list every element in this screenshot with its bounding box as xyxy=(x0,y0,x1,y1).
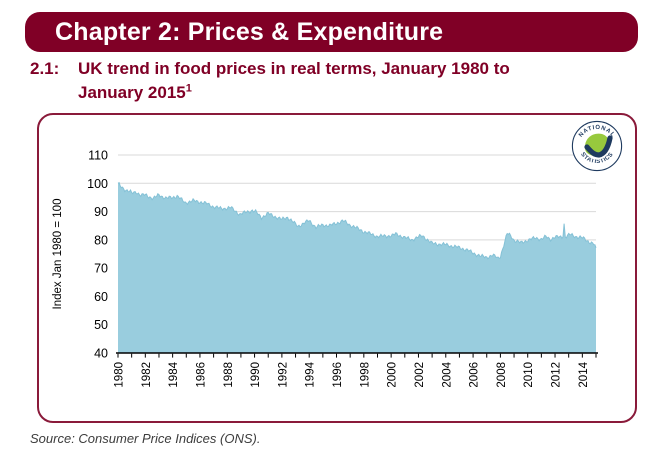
x-tick-label-1990: 1990 xyxy=(250,362,262,388)
x-tick-label-1984: 1984 xyxy=(168,361,180,387)
footnote-marker: 1 xyxy=(185,82,192,95)
area-top-edge xyxy=(117,181,597,260)
x-tick-label-2012: 2012 xyxy=(551,362,563,388)
y-tick-label-50: 50 xyxy=(94,318,108,332)
y-axis-title: Index Jan 1980 = 100 xyxy=(52,199,64,310)
y-tick-label-60: 60 xyxy=(94,290,108,304)
chart-panel: 1980 1982 1984 1986 1988 1990 1992 1994 1996 1998… xyxy=(37,113,637,423)
y-tick-label-80: 80 xyxy=(94,233,108,247)
x-tick-label-2000: 2000 xyxy=(387,362,399,388)
y-tick-label-110: 110 xyxy=(88,149,108,163)
national-statistics-logo: NATIONAL STATISTICS xyxy=(571,120,623,172)
x-tick-label-2010: 2010 xyxy=(523,362,535,388)
x-tick-label-2006: 2006 xyxy=(469,362,481,388)
x-tick-label-1994: 1994 xyxy=(305,361,317,387)
figure-title: 2.1: UK trend in food prices in real ter… xyxy=(30,57,630,105)
x-tick-label-1998: 1998 xyxy=(359,362,371,388)
x-tick-label-1996: 1996 xyxy=(332,362,344,388)
x-tick-label-1992: 1992 xyxy=(277,362,289,388)
x-tick-label-1980: 1980 xyxy=(114,362,126,388)
y-tick-label-90: 90 xyxy=(94,205,108,219)
x-tick-label-1982: 1982 xyxy=(141,362,153,388)
x-tick-label-2004: 2004 xyxy=(441,361,453,387)
y-tick-label-100: 100 xyxy=(87,177,108,191)
area-series xyxy=(118,182,596,353)
y-tick-label-40: 40 xyxy=(94,347,108,361)
x-tick-label-1986: 1986 xyxy=(195,362,207,388)
chapter-title: Chapter 2: Prices & Expenditure xyxy=(55,18,444,46)
x-tick-label-2008: 2008 xyxy=(496,362,508,388)
x-tick-label-1988: 1988 xyxy=(223,362,235,388)
source-note: Source: Consumer Price Indices (ONS). xyxy=(30,431,261,446)
x-tick-label-2014: 2014 xyxy=(578,361,590,387)
figure-title-text: UK trend in food prices in real terms, J… xyxy=(78,59,510,102)
y-tick-label-70: 70 xyxy=(94,262,108,276)
x-tick-label-2002: 2002 xyxy=(414,362,426,388)
chapter-header: Chapter 2: Prices & Expenditure xyxy=(25,12,638,52)
food-price-area-chart: 1980 1982 1984 1986 1988 1990 1992 1994 1996 1998… xyxy=(52,149,598,388)
figure-number: 2.1: xyxy=(30,59,60,78)
logo-tick-swoosh xyxy=(584,135,613,158)
